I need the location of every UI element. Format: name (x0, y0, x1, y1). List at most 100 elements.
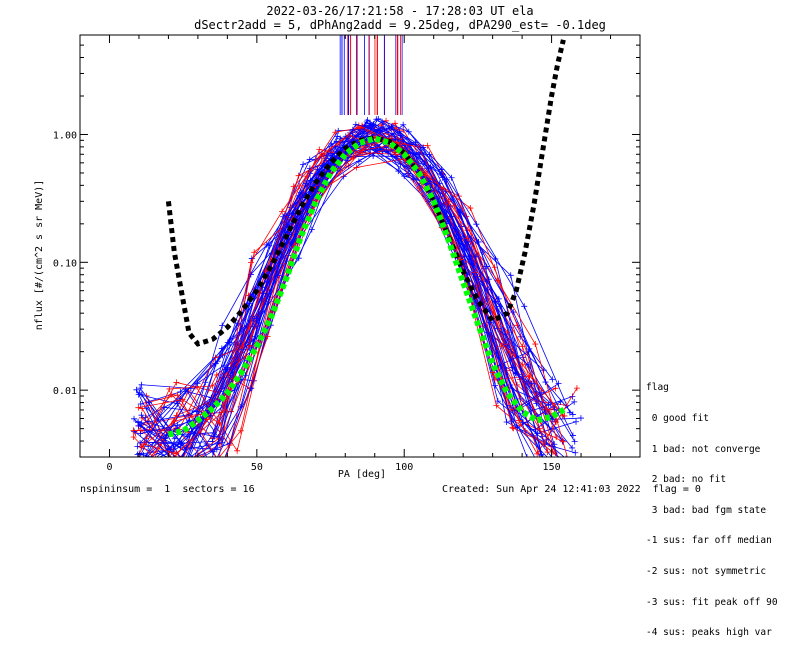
footer-right: Created: Sun Apr 24 12:41:03 2022 flag =… (442, 484, 701, 495)
trace-point (385, 149, 392, 156)
trace-point (405, 170, 412, 177)
trace-point (179, 464, 185, 470)
x-axis-label: PA [deg] (338, 469, 386, 480)
trace-point (577, 415, 584, 422)
trace-point (577, 464, 583, 470)
flag-legend: flag 0 good fit 1 bad: not converge 2 ba… (646, 363, 778, 649)
instrument-trace (155, 123, 542, 457)
trace-point (251, 249, 258, 256)
chart-title-line1: 2022-03-26/17:21:58 - 17:28:03 UT ela (266, 4, 534, 18)
trace-point (173, 379, 180, 386)
trace-point (138, 391, 145, 398)
trace-point (353, 164, 360, 171)
trace-point (352, 121, 359, 128)
trace-point (262, 268, 269, 275)
trace-point (571, 438, 578, 445)
trace-point (170, 464, 176, 470)
trace-point (144, 464, 150, 470)
trace-point (135, 464, 141, 470)
trace-point (542, 379, 549, 386)
trace-point (573, 385, 580, 392)
trace-point (448, 174, 455, 181)
trace-point (358, 124, 365, 131)
trace-point (464, 235, 471, 242)
legend-item: -1 sus: far off median (646, 535, 772, 547)
trace-point (560, 438, 567, 445)
trace-point (266, 242, 273, 249)
trace-point (176, 464, 182, 470)
trace-point (133, 464, 139, 470)
trace-point (216, 420, 223, 427)
trace-point (519, 361, 526, 368)
trace-point (202, 379, 209, 386)
trace-point (139, 405, 146, 412)
trace-point (376, 127, 383, 134)
green-dotted-fit (167, 135, 568, 438)
trace-point (405, 128, 412, 135)
trace-point (275, 272, 282, 279)
black-dashed-fit (165, 39, 566, 347)
trace-point (363, 118, 370, 125)
trace-point (143, 460, 149, 466)
trace-point (166, 385, 173, 392)
trace-point (507, 402, 514, 409)
trace-point (147, 464, 153, 470)
trace-point (400, 121, 407, 128)
trace-point (534, 450, 541, 457)
trace-point (176, 464, 182, 470)
trace-point (138, 412, 145, 419)
trace-point (183, 464, 189, 470)
plot-frame (79, 34, 641, 458)
trace-point (137, 440, 144, 447)
trace-point (306, 156, 313, 163)
trace-point (334, 133, 341, 140)
trace-point (425, 165, 432, 172)
trace-point (560, 464, 566, 470)
trace-point (285, 236, 292, 243)
y-tick-label: 1.00 (53, 130, 77, 141)
trace-point (160, 464, 166, 470)
trace-point (383, 117, 390, 124)
trace-point (495, 295, 502, 302)
trace-point (508, 417, 515, 424)
trace-point (178, 464, 184, 470)
trace-point (181, 464, 187, 470)
legend-item: 1 bad: not converge (646, 443, 761, 455)
trace-point (131, 428, 138, 435)
trace-point (451, 202, 458, 209)
trace-point (138, 443, 145, 450)
trace-point (295, 172, 302, 179)
trace-point (183, 388, 190, 395)
trace-point (573, 418, 580, 425)
trace-point (483, 263, 490, 270)
footer-left: nspininsum = 1 sectors = 16 (80, 484, 255, 495)
legend-item: -2 sus: not symmetric (646, 566, 767, 578)
trace-point (528, 380, 535, 387)
trace-point (440, 185, 447, 192)
trace-point (509, 424, 516, 431)
trace-point (349, 126, 356, 133)
trace-layer (130, 35, 584, 470)
trace-point (422, 172, 429, 179)
x-tick-label: 50 (251, 462, 263, 473)
trace-point (135, 404, 142, 411)
trace-point (208, 464, 214, 470)
trace-point (174, 464, 180, 470)
trace-point (161, 404, 168, 411)
trace-point (215, 459, 221, 465)
trace-point (139, 464, 145, 470)
trace-point (295, 255, 302, 262)
trace-point (133, 386, 140, 393)
trace-point (183, 460, 189, 466)
trace-point (566, 409, 573, 416)
y-tick-label: 0.01 (53, 386, 77, 397)
trace-point (203, 416, 210, 423)
trace-point (140, 464, 146, 470)
legend-item: 2 bad: no fit (646, 474, 727, 486)
instrument-trace (145, 137, 559, 457)
trace-point (212, 360, 219, 367)
legend-item: 3 bad: bad fgm state (646, 504, 767, 516)
chart-title-line2: dSectr2add = 5, dPhAng2add = 9.25deg, dP… (194, 18, 606, 32)
trace-point (130, 434, 137, 441)
trace-point (355, 158, 362, 165)
